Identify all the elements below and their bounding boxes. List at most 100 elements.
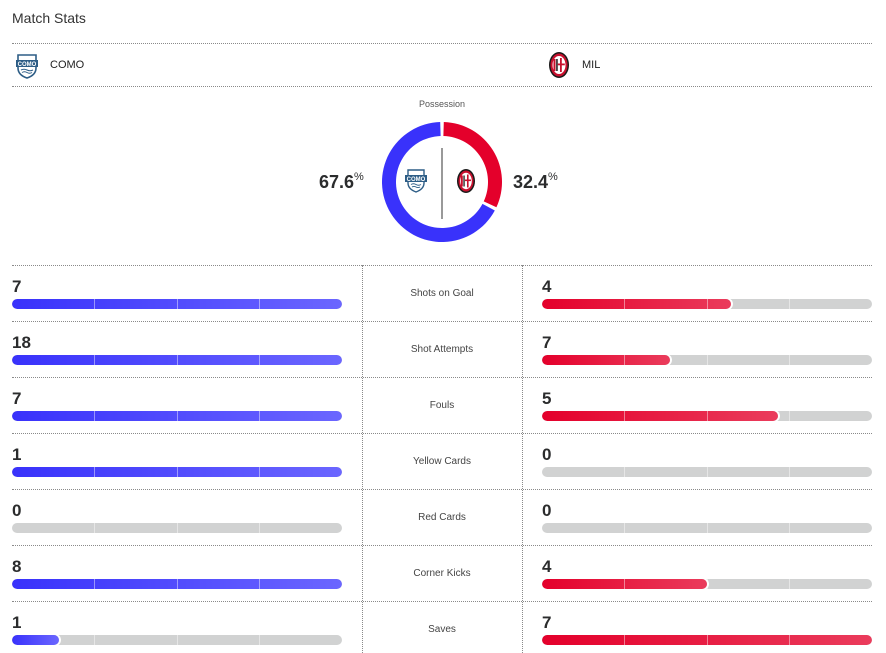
bar-segment — [624, 635, 625, 645]
como-crest-icon: COMO — [12, 50, 42, 80]
possession-donut-chart: COMO — [382, 122, 502, 242]
away-possession-value: 32.4% — [513, 171, 558, 192]
stat-name: Shot Attempts — [410, 344, 474, 355]
bar-segment — [624, 467, 625, 477]
column-divider — [362, 265, 363, 653]
bar-segment — [707, 299, 708, 309]
possession-label: Possession — [418, 99, 466, 109]
away-stat-bar — [542, 467, 872, 477]
bar-segment — [259, 299, 260, 309]
bar-segment — [789, 467, 790, 477]
home-possession-value: 67.6% — [319, 171, 364, 192]
away-stat-value: 0 — [542, 501, 552, 520]
home-stat-value: 18 — [12, 333, 31, 352]
home-stat-value: 0 — [12, 501, 22, 520]
bar-segment — [707, 523, 708, 533]
away-stat-bar — [542, 411, 872, 421]
bar-segment — [177, 411, 178, 421]
stat-name: Saves — [428, 624, 456, 635]
bar-segment — [789, 635, 790, 645]
bar-segment — [624, 299, 625, 309]
bar-segment — [177, 467, 178, 477]
bar-segment — [177, 579, 178, 589]
bar-segment — [94, 355, 95, 365]
away-stat-bar-fill — [542, 355, 671, 365]
home-stat-bar — [12, 467, 342, 477]
bar-segment — [707, 467, 708, 477]
bar-segment — [789, 411, 790, 421]
stat-row: 7 Fouls 5 — [12, 377, 872, 433]
bar-segment — [177, 299, 178, 309]
away-stat-bar-fill — [542, 299, 731, 309]
home-stat-bar — [12, 579, 342, 589]
page-title: Match Stats — [12, 10, 86, 26]
away-stat-value: 7 — [542, 333, 552, 352]
bar-segment — [789, 579, 790, 589]
bar-segment — [259, 467, 260, 477]
home-team-abbr: COMO — [50, 59, 85, 71]
bar-segment — [94, 579, 95, 589]
bar-segment — [789, 523, 790, 533]
bar-segment — [94, 299, 95, 309]
stat-row: 1 Saves 7 — [12, 601, 872, 653]
away-stat-value: 5 — [542, 389, 552, 408]
stat-name: Fouls — [429, 400, 455, 411]
home-stat-value: 7 — [12, 277, 22, 296]
bar-segment — [177, 635, 178, 645]
away-stat-bar — [542, 635, 872, 645]
away-stat-value: 0 — [542, 445, 552, 464]
bar-segment — [94, 635, 95, 645]
stat-row: 1 Yellow Cards 0 — [12, 433, 872, 489]
bar-segment — [707, 635, 708, 645]
stat-name: Red Cards — [418, 512, 466, 523]
possession-arc-away — [443, 122, 502, 208]
bar-segment — [259, 411, 260, 421]
stat-name: Corner Kicks — [413, 568, 471, 579]
bar-segment — [707, 355, 708, 365]
home-stat-bar-fill — [12, 411, 342, 421]
stat-row: 0 Red Cards 0 — [12, 489, 872, 545]
away-stat-value: 4 — [542, 557, 552, 576]
bar-segment — [624, 411, 625, 421]
stat-row: 7 Shots on Goal 4 — [12, 265, 872, 321]
home-stat-value: 7 — [12, 389, 22, 408]
stats-table: 7 Shots on Goal 4 18 Shot Attempts 7 7 F… — [12, 265, 872, 653]
stat-name: Shots on Goal — [410, 288, 474, 299]
away-stat-bar-fill — [542, 411, 778, 421]
bar-segment — [624, 523, 625, 533]
home-stat-value: 1 — [12, 445, 22, 464]
away-stat-bar — [542, 579, 872, 589]
ac-milan-crest-icon — [544, 50, 574, 80]
column-divider — [522, 265, 523, 653]
home-stat-bar-fill — [12, 579, 342, 589]
home-stat-bar — [12, 411, 342, 421]
bar-segment — [177, 523, 178, 533]
ac-milan-crest-icon — [457, 169, 475, 193]
home-team[interactable]: COMO COMO — [12, 50, 84, 80]
away-stat-bar-fill — [542, 635, 872, 645]
stat-row: 8 Corner Kicks 4 — [12, 545, 872, 601]
bar-segment — [789, 355, 790, 365]
divider — [12, 43, 872, 44]
away-stat-bar — [542, 523, 872, 533]
bar-segment — [789, 299, 790, 309]
bar-segment — [177, 355, 178, 365]
away-team[interactable]: MIL — [544, 50, 600, 80]
bar-segment — [259, 355, 260, 365]
stat-name: Yellow Cards — [413, 456, 471, 467]
home-stat-bar-fill — [12, 355, 342, 365]
bar-segment — [259, 523, 260, 533]
away-stat-value: 7 — [542, 613, 552, 632]
home-stat-value: 8 — [12, 557, 22, 576]
bar-segment — [94, 411, 95, 421]
stat-row: 18 Shot Attempts 7 — [12, 321, 872, 377]
home-stat-bar-fill — [12, 299, 342, 309]
bar-segment — [707, 411, 708, 421]
svg-text:COMO: COMO — [18, 62, 37, 68]
bar-segment — [707, 579, 708, 589]
away-stat-bar — [542, 299, 872, 309]
bar-segment — [94, 523, 95, 533]
away-team-abbr: MIL — [582, 59, 601, 71]
svg-text:COMO: COMO — [407, 177, 426, 183]
bar-segment — [94, 467, 95, 477]
